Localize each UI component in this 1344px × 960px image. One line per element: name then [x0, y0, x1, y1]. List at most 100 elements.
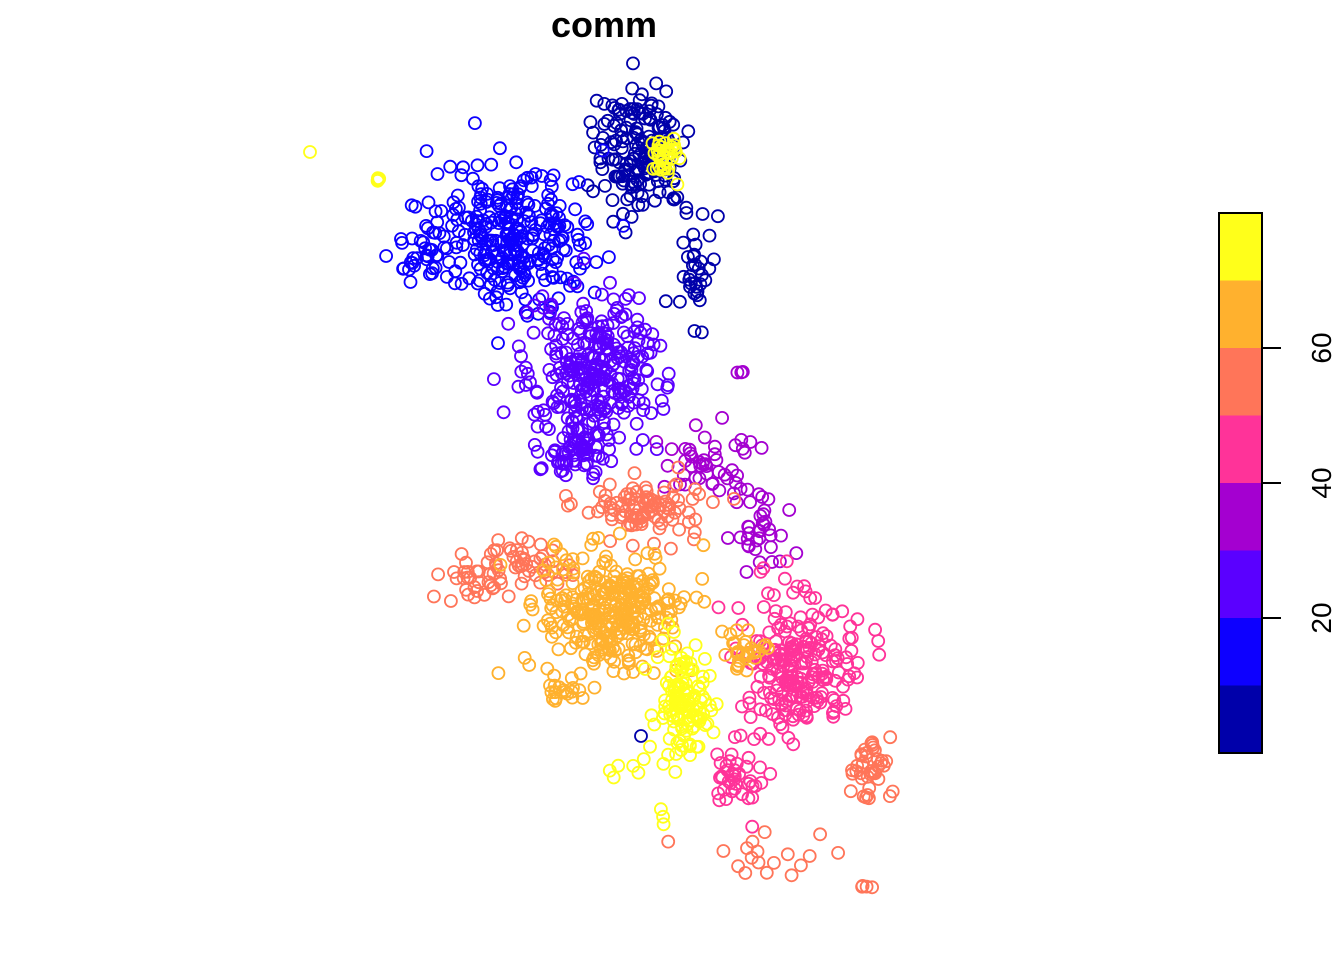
data-point: [597, 415, 611, 430]
data-point: [656, 817, 671, 832]
data-point: [604, 454, 619, 469]
data-point: [646, 337, 661, 352]
data-point: [644, 98, 659, 113]
data-point: [661, 366, 676, 381]
data-point: [603, 609, 617, 624]
data-point: [644, 613, 658, 628]
data-point: [606, 337, 621, 352]
data-point: [558, 243, 573, 258]
data-point: [491, 666, 506, 680]
data-point: [655, 633, 669, 648]
data-point: [618, 225, 633, 240]
data-point: [751, 855, 766, 870]
data-point: [742, 696, 757, 711]
data-point: [756, 561, 771, 576]
data-point: [659, 84, 674, 99]
data-point: [611, 758, 626, 773]
data-point: [624, 491, 639, 506]
data-point: [748, 542, 763, 556]
data-point: [672, 151, 687, 166]
data-point: [656, 809, 670, 824]
data-point: [702, 668, 717, 683]
data-point: [649, 434, 664, 449]
data-point: [607, 503, 622, 518]
data-point: [855, 758, 870, 773]
data-point: [630, 102, 644, 116]
data-point: [551, 642, 566, 657]
data-point: [733, 728, 748, 743]
data-point: [748, 644, 762, 658]
data-point: [655, 118, 670, 132]
data-point: [437, 240, 452, 255]
data-point: [546, 168, 561, 183]
data-point: [545, 629, 559, 644]
data-point: [527, 198, 542, 213]
data-point: [712, 483, 727, 498]
data-point: [557, 218, 572, 233]
data-point: [735, 699, 749, 714]
data-point: [446, 195, 461, 210]
data-point: [676, 269, 691, 284]
data-point: [664, 541, 678, 556]
data-point: [653, 338, 668, 353]
data-point: [743, 710, 758, 724]
data-point: [553, 270, 568, 285]
data-point: [651, 513, 666, 528]
data-point: [627, 466, 642, 481]
colorbar-bin: [1219, 618, 1262, 686]
data-point: [630, 320, 645, 335]
data-point: [753, 565, 768, 579]
data-point: [622, 654, 636, 668]
data-point: [850, 670, 864, 685]
data-point: [545, 394, 560, 409]
data-point: [626, 130, 641, 145]
data-point: [586, 597, 601, 611]
data-point: [661, 582, 676, 596]
data-point: [595, 633, 609, 648]
data-point: [506, 550, 521, 564]
data-point: [831, 846, 845, 860]
data-point: [501, 316, 516, 331]
data-point: [523, 597, 538, 612]
data-point: [692, 487, 706, 502]
data-point: [517, 651, 532, 665]
data-point: [680, 646, 695, 661]
data-point: [554, 380, 568, 395]
data-point: [825, 607, 840, 622]
data-point: [843, 619, 858, 634]
data-point: [784, 868, 799, 883]
data-point: [457, 565, 472, 579]
data-point: [719, 792, 733, 806]
data-point: [501, 589, 516, 604]
data-point: [632, 291, 646, 306]
data-point: [569, 592, 584, 607]
data-point: [733, 530, 748, 545]
data-point: [546, 692, 560, 706]
data-point: [627, 341, 642, 356]
data-point: [586, 471, 600, 486]
data-point: [745, 819, 760, 834]
data-point: [698, 273, 713, 288]
data-point: [567, 448, 582, 463]
data-point: [805, 670, 820, 685]
data-point: [589, 255, 604, 270]
data-point: [493, 558, 508, 572]
data-point: [620, 192, 635, 207]
data-point: [731, 601, 746, 615]
data-point: [734, 365, 749, 380]
data-point: [772, 692, 787, 707]
data-point: [454, 547, 469, 561]
data-point: [419, 218, 434, 233]
data-point: [698, 652, 712, 666]
data-point: [592, 573, 606, 588]
data-point: [814, 690, 828, 704]
data-point: [694, 325, 709, 340]
data-point: [743, 435, 758, 449]
data-point: [524, 170, 539, 185]
data-point: [573, 377, 588, 392]
data-point: [431, 567, 446, 582]
data-point: [826, 706, 840, 720]
data-point: [542, 422, 556, 437]
data-point: [658, 136, 673, 151]
